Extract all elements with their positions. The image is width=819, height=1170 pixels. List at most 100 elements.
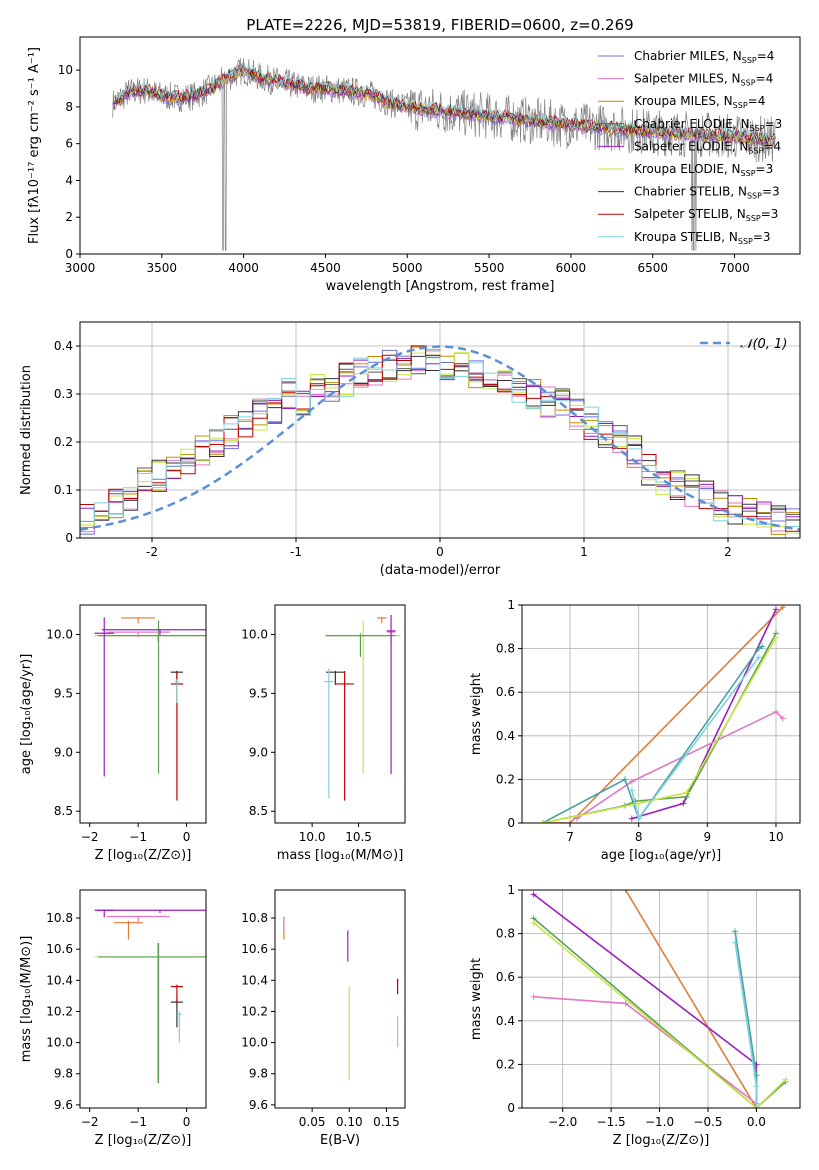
x-tick-label: 10 <box>768 830 783 844</box>
x-tick-label: −1 <box>129 1115 147 1129</box>
y-tick-label: 8 <box>65 100 73 114</box>
axes-frame <box>79 36 801 255</box>
x-axis-label: Z [log₁₀(Z/Z⊙)] <box>613 1133 710 1148</box>
cumulative-weight-line <box>542 637 777 823</box>
panel-residuals: 𝒩(0, 1) -2 -1 0 1 2 0 0.1 0.2 0.3 0.4 (data-model)/… <box>19 321 801 578</box>
x-tick-label: 9 <box>704 830 712 844</box>
y-tick-label: 0 <box>65 531 73 545</box>
legend-subscript: SSP <box>733 101 748 110</box>
y-tick-label: 9.8 <box>249 1067 268 1081</box>
x-tick-label: 0 <box>183 1115 191 1129</box>
panel-age_vs_Z: −2 −1 0 8.5 9.0 9.5 10.0 Z [log₁₀(Z/Z⊙)] age [lo… <box>19 604 207 863</box>
y-tick-label: 0.4 <box>54 339 73 353</box>
legend: Chabrier MILES, NSSP=4 Salpeter MILES, NS… <box>598 49 782 246</box>
x-tick-label: 5000 <box>392 261 423 275</box>
panel-mass_vs_ebv: 0.05 0.10 0.15 9.6 9.8 10.0 10.2 10.4 10.6 10.8 E(… <box>241 889 406 1148</box>
plot-area <box>94 909 206 1084</box>
x-tick-label: 1 <box>580 545 588 559</box>
legend-label-rest: =3 <box>756 162 774 176</box>
axes-frame <box>521 604 801 824</box>
y-tick-label: 10.4 <box>46 973 73 987</box>
marker <box>755 654 762 661</box>
plot-area <box>539 605 786 823</box>
x-tick-label: −2.0 <box>548 1115 577 1129</box>
cumulative-weight-line <box>576 710 784 820</box>
legend-label: Chabrier MILES, NSSP=4 <box>634 49 774 65</box>
x-tick-label: 3000 <box>65 261 96 275</box>
legend-label: Salpeter MILES, NSSP=4 <box>634 72 773 88</box>
legend-subscript: SSP <box>741 169 756 178</box>
y-axis-label: mass weight <box>469 958 484 1040</box>
y-tick-label: 8.5 <box>54 804 73 818</box>
y-tick-label: 9.6 <box>54 1098 73 1112</box>
x-tick-label: 6000 <box>556 261 587 275</box>
legend-subscript: SSP <box>748 146 763 155</box>
x-axis-label: age [log₁₀(age/yr)] <box>601 848 722 863</box>
x-axis-label: mass [log₁₀(M/M⊙)] <box>277 848 404 863</box>
x-tick-label: 0 <box>183 830 191 844</box>
x-axis-label: wavelength [Angstrom, rest frame] <box>326 279 555 294</box>
y-tick-label: 0.1 <box>54 483 73 497</box>
marker <box>779 715 786 722</box>
y-tick-label: 0.6 <box>496 970 515 984</box>
marker <box>628 778 635 785</box>
y-tick-label: 10.0 <box>46 627 73 641</box>
y-tick-label: 10.4 <box>241 973 268 987</box>
marker <box>759 643 766 650</box>
marker <box>755 645 762 652</box>
y-tick-label: 1 <box>507 598 515 612</box>
y-tick-label: 10.0 <box>241 627 268 641</box>
x-tick-label: −1.5 <box>597 1115 626 1129</box>
plot-area <box>283 916 399 1080</box>
marker <box>530 919 537 926</box>
y-tick-label: 0 <box>507 816 515 830</box>
panels: Chabrier MILES, NSSP=4 Salpeter MILES, NS… <box>19 36 801 1148</box>
marker <box>567 820 574 823</box>
plot-area <box>112 58 776 251</box>
y-tick-label: 10.0 <box>241 1036 268 1050</box>
cumulative-weight-line <box>631 609 777 820</box>
x-tick-label: −1 <box>129 830 147 844</box>
legend-subscript: SSP <box>741 79 756 88</box>
marker <box>680 800 687 807</box>
y-tick-label: 0.2 <box>496 772 515 786</box>
legend-label-rest: =4 <box>756 72 774 86</box>
x-tick-label: 0 <box>436 545 444 559</box>
plot-area <box>530 890 789 1108</box>
x-tick-label: 3500 <box>147 261 178 275</box>
residual-histogram <box>80 356 800 527</box>
x-axis-label: E(B-V) <box>320 1133 360 1148</box>
x-tick-label: 2 <box>724 545 732 559</box>
legend-label-rest: =3 <box>761 207 779 221</box>
marker <box>635 800 642 807</box>
marker <box>683 789 690 796</box>
x-tick-label: 8 <box>635 830 643 844</box>
marker <box>635 815 642 822</box>
plot-area <box>80 345 800 538</box>
figure-title: PLATE=2226, MJD=53819, FIBERID=0600, z=0… <box>246 16 633 34</box>
y-axis-label: mass weight <box>469 673 484 755</box>
panel-cum_weight_age: 7 8 9 10 0 0.2 0.4 0.6 0.8 1 age [log₁₀(age/yr)] ma… <box>469 598 801 863</box>
y-tick-label: 10.0 <box>46 1036 73 1050</box>
marker <box>622 1000 629 1007</box>
panel-age_vs_mass: 10.0 10.5 8.5 9.0 9.5 10.0 mass [log₁₀(M/M⊙)] <box>241 604 406 863</box>
y-tick-label: 0.8 <box>496 927 515 941</box>
y-tick-label: 6 <box>65 137 73 151</box>
model-spectrum-line <box>112 70 776 149</box>
legend-subscript: SSP <box>747 192 762 201</box>
legend-label: Kroupa ELODIE, NSSP=3 <box>634 162 773 178</box>
legend-label-rest: =4 <box>763 139 781 153</box>
marker <box>628 815 635 822</box>
cumulative-weight-line <box>624 890 758 1108</box>
marker <box>772 708 779 715</box>
x-axis-label: Z [log₁₀(Z/Z⊙)] <box>95 1133 192 1148</box>
marker <box>732 939 739 946</box>
y-tick-label: 9.0 <box>54 745 73 759</box>
marker <box>530 891 537 898</box>
y-tick-label: 0.4 <box>496 1014 515 1028</box>
x-tick-label: 7 <box>566 830 574 844</box>
marker <box>753 1083 760 1090</box>
y-tick-label: 0.2 <box>496 1057 515 1071</box>
marker <box>628 787 635 794</box>
x-axis-label: Z [log₁₀(Z/Z⊙)] <box>95 848 192 863</box>
